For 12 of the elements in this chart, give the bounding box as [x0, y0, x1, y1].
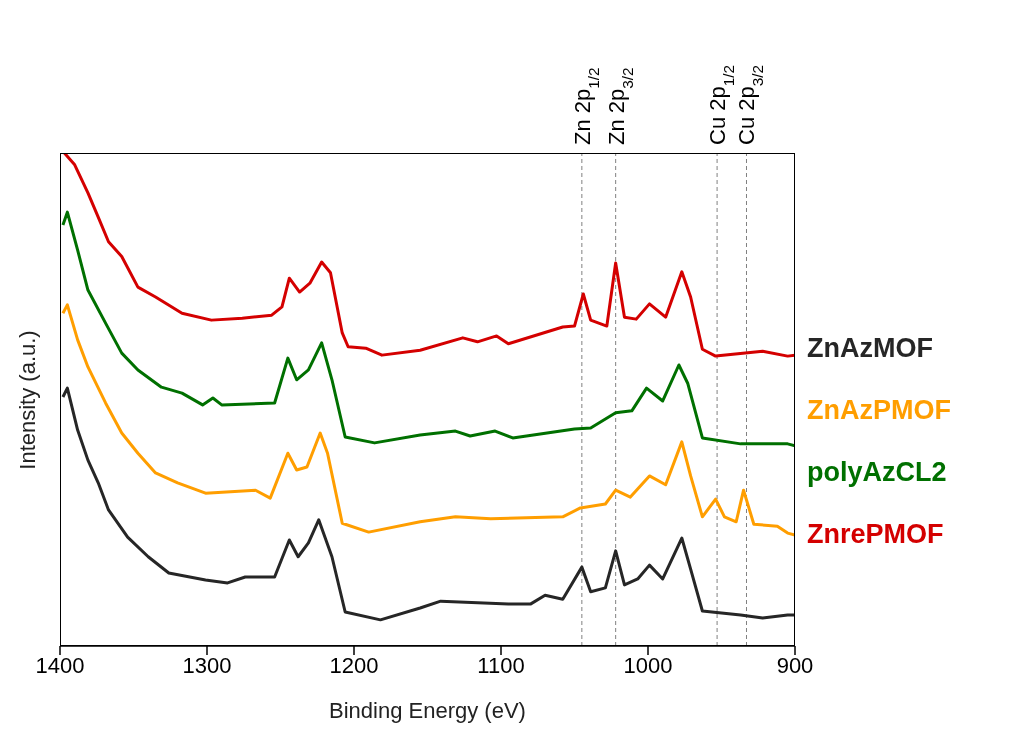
- series-label: polyAzCL2: [807, 456, 948, 489]
- x-axis-title: Binding Energy (eV): [329, 698, 526, 723]
- x-tick-label: 900: [776, 652, 814, 678]
- text: ZnAzPMOF: [807, 394, 951, 427]
- text: ZnrePMOF: [807, 518, 945, 551]
- x-tick-label: 1100: [477, 652, 525, 678]
- x-tick-label: 1200: [329, 652, 379, 678]
- text: ZnAzMOF: [807, 332, 934, 365]
- x-tick-label: 1400: [35, 652, 85, 678]
- x-tick-label: 1000: [623, 652, 673, 678]
- x-tick-label: 1300: [182, 652, 232, 678]
- y-axis-title: Intensity (a.u.): [15, 329, 41, 470]
